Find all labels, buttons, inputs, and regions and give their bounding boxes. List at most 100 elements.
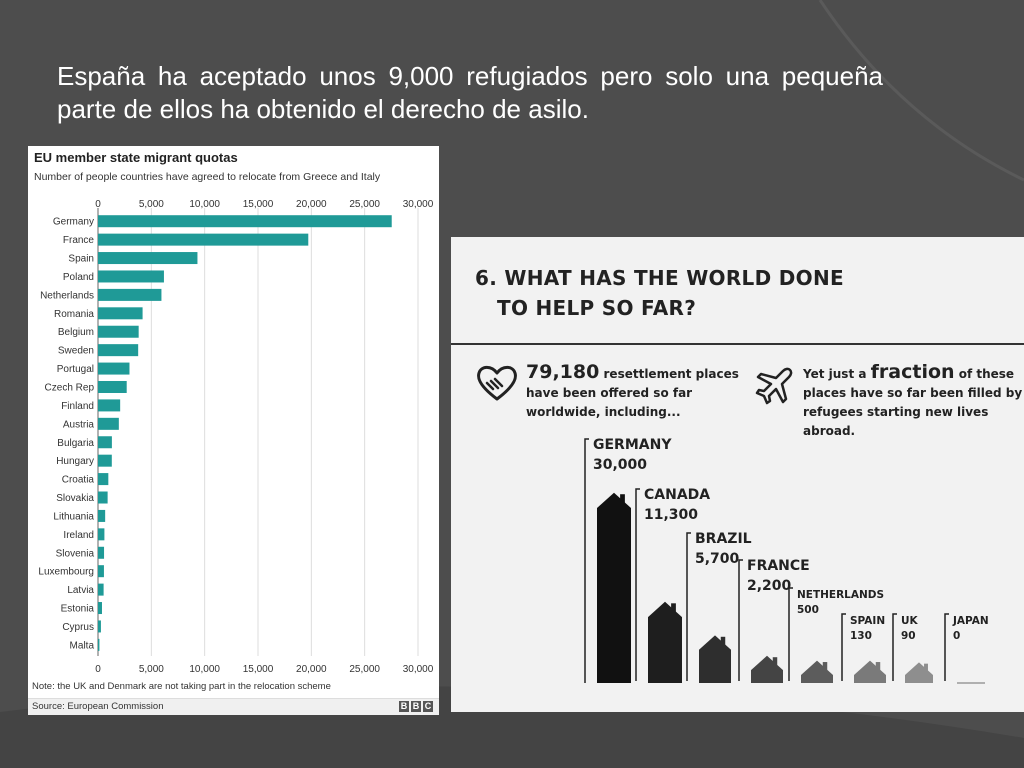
leader-line — [892, 613, 897, 681]
category-label: Ireland — [63, 530, 94, 541]
house-country-label: NETHERLANDS — [797, 589, 884, 601]
bar-austria — [98, 417, 119, 430]
house-value-label: 130 — [850, 630, 872, 642]
bar-luxembourg — [98, 565, 104, 578]
bar-sweden — [98, 344, 139, 357]
leader-line — [738, 559, 743, 681]
bar-lithuania — [98, 509, 106, 522]
category-label: Austria — [63, 419, 95, 430]
bar-croatia — [98, 473, 109, 486]
fraction-text-2: places have so far been filled by — [803, 386, 1023, 400]
eu-chart-svg: 0 0 5,000 5,000 10,000 10,000 15,000 15,000 20,0… — [38, 199, 434, 675]
bar-czech-rep — [98, 380, 127, 393]
x-tick-label-top: 20,000 — [296, 199, 327, 210]
bar-france — [98, 233, 309, 246]
bbc-logo-letter: B — [411, 701, 421, 712]
category-label: Lithuania — [53, 511, 94, 522]
house-value-label: 90 — [901, 630, 916, 642]
category-label: Romania — [54, 309, 94, 320]
eu-chart-source: Source: European Commission — [32, 701, 164, 712]
house-canada — [648, 601, 682, 683]
bar-finland — [98, 399, 121, 412]
category-label: France — [63, 235, 95, 246]
handshake-heart-icon — [477, 365, 517, 401]
x-tick-label-bottom: 25,000 — [349, 664, 380, 675]
resettlement-number: 79,180 — [526, 361, 600, 383]
resettlement-stat: 79,180 resettlement places have been off… — [526, 363, 739, 422]
airplane-icon — [755, 367, 793, 405]
x-tick-label-top: 30,000 — [403, 199, 434, 210]
fraction-text-3: refugees starting new lives abroad. — [803, 405, 989, 438]
bar-cyprus — [98, 620, 101, 633]
bar-ireland — [98, 528, 105, 541]
fraction-text-pre: Yet just a — [803, 367, 871, 381]
category-label: Poland — [63, 272, 94, 283]
bar-netherlands — [98, 288, 162, 301]
house-value-label: 0 — [953, 630, 960, 642]
eu-chart-subtitle: Number of people countries have agreed t… — [34, 171, 381, 183]
bar-slovenia — [98, 546, 105, 559]
house-germany — [597, 492, 631, 683]
category-label: Bulgaria — [57, 438, 94, 449]
resettlement-text-3: worldwide, including... — [526, 405, 681, 419]
x-tick-label-bottom: 10,000 — [189, 664, 220, 675]
category-label: Germany — [53, 217, 94, 228]
x-tick-label-top: 5,000 — [139, 199, 164, 210]
house-country-label: BRAZIL — [695, 531, 752, 547]
infographic-heading: 6. WHAT HAS THE WORLD DONE TO HELP SO FA… — [475, 263, 844, 323]
category-label: Latvia — [67, 585, 94, 596]
bar-poland — [98, 270, 164, 283]
eu-chart-title: EU member state migrant quotas — [34, 150, 238, 165]
bbc-logo: B B C — [399, 701, 433, 712]
category-label: Hungary — [56, 456, 94, 467]
category-label: Czech Rep — [45, 382, 95, 393]
leader-line — [686, 532, 691, 681]
house-uk — [905, 662, 933, 683]
house-country-label: FRANCE — [747, 558, 810, 574]
category-label: Portugal — [57, 364, 94, 375]
bar-latvia — [98, 583, 104, 596]
house-value-label: 30,000 — [593, 457, 647, 473]
heading-line-1: 6. WHAT HAS THE WORLD DONE — [475, 266, 844, 290]
house-country-label: UK — [901, 615, 919, 627]
house-value-label: 5,700 — [695, 551, 740, 567]
bar-estonia — [98, 602, 102, 615]
category-label: Cyprus — [62, 622, 94, 633]
house-country-label: CANADA — [644, 487, 710, 503]
eu-quota-chart: 0 0 5,000 5,000 10,000 10,000 15,000 15,000 20,0… — [28, 146, 439, 715]
house-country-label: GERMANY — [593, 437, 672, 453]
leader-line — [944, 613, 949, 681]
fraction-text-post: of these — [954, 367, 1015, 381]
x-tick-label-bottom: 30,000 — [403, 664, 434, 675]
fraction-stat: Yet just a fraction of these places have… — [803, 363, 1024, 441]
bar-malta — [98, 638, 100, 651]
bbc-logo-letter: B — [399, 701, 409, 712]
bar-hungary — [98, 454, 112, 467]
category-label: Slovenia — [56, 548, 95, 559]
leader-line — [841, 613, 846, 681]
house-brazil — [699, 635, 731, 683]
bar-romania — [98, 307, 143, 320]
category-label: Estonia — [61, 604, 95, 615]
bar-portugal — [98, 362, 130, 375]
category-label: Luxembourg — [38, 567, 94, 578]
fraction-word: fraction — [870, 361, 955, 383]
slide-title: España ha aceptado unos 9,000 refugiados… — [57, 61, 883, 124]
category-label: Malta — [70, 640, 95, 651]
bbc-logo-letter: C — [423, 701, 433, 712]
house-netherlands — [801, 660, 833, 683]
x-tick-label-bottom: 0 — [95, 664, 101, 675]
house-spain — [854, 660, 886, 683]
x-tick-label-top: 10,000 — [189, 199, 220, 210]
house-country-label: JAPAN — [952, 615, 989, 627]
bar-spain — [98, 252, 198, 265]
house-country-label: SPAIN — [850, 615, 885, 627]
category-label: Slovakia — [56, 493, 94, 504]
infographic-divider — [451, 343, 1024, 345]
resettlement-text-1: resettlement places — [599, 367, 739, 381]
category-label: Spain — [68, 254, 94, 265]
house-value-label: 11,300 — [644, 507, 698, 523]
house-france — [751, 655, 783, 683]
x-tick-label-bottom: 15,000 — [243, 664, 274, 675]
x-tick-label-top: 0 — [95, 199, 101, 210]
